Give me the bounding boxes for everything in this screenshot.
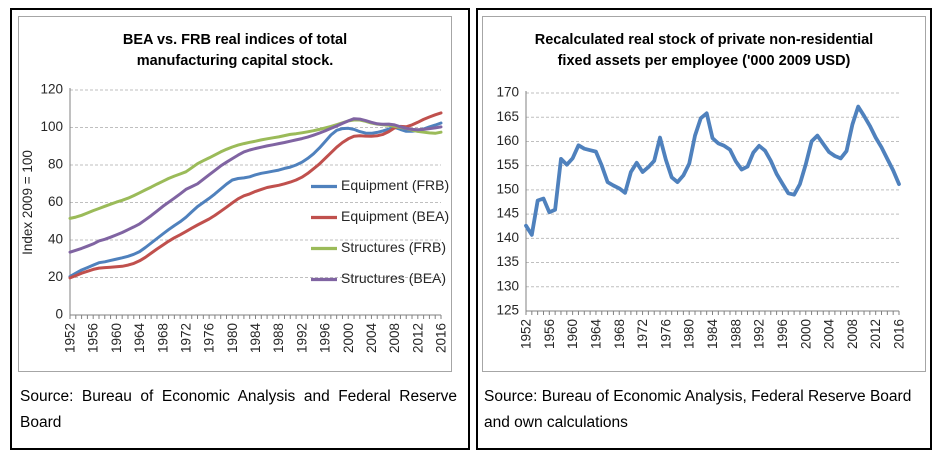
right-chart-title-line2: fixed assets per employee ('000 2009 USD… bbox=[557, 53, 851, 69]
series-lines bbox=[524, 104, 901, 237]
series-line-real-stock-of-fixed-assets-per-employee bbox=[524, 104, 901, 237]
left-source-line1: Source: Bureau of Economic Analysis and … bbox=[20, 388, 457, 405]
right-source-line1: Source: Bureau of Economic Analysis, Fed… bbox=[484, 388, 912, 405]
svg-text:1960: 1960 bbox=[109, 323, 124, 353]
svg-text:1988: 1988 bbox=[728, 319, 743, 349]
right-source-note: Source: Bureau of Economic Analysis, Fed… bbox=[484, 384, 928, 436]
svg-text:1960: 1960 bbox=[565, 319, 580, 349]
svg-text:0: 0 bbox=[55, 307, 63, 322]
svg-text:1972: 1972 bbox=[178, 323, 193, 353]
svg-text:60: 60 bbox=[48, 194, 63, 209]
axes bbox=[525, 91, 899, 312]
svg-text:1988: 1988 bbox=[271, 323, 286, 353]
svg-text:165: 165 bbox=[496, 109, 519, 124]
svg-text:1980: 1980 bbox=[225, 323, 240, 353]
gridlines bbox=[526, 92, 899, 288]
legend-label: Equipment (BEA) bbox=[341, 208, 449, 224]
svg-text:2012: 2012 bbox=[410, 323, 425, 353]
svg-text:1972: 1972 bbox=[635, 319, 650, 349]
svg-text:2016: 2016 bbox=[892, 319, 907, 349]
svg-text:150: 150 bbox=[496, 181, 519, 196]
svg-text:1952: 1952 bbox=[63, 323, 78, 353]
svg-text:170: 170 bbox=[496, 85, 519, 100]
svg-text:160: 160 bbox=[496, 133, 519, 148]
svg-text:1984: 1984 bbox=[705, 319, 720, 350]
x-axis-ticks bbox=[69, 315, 442, 319]
x-axis-labels: 1952 1956 1960 1964 1968 1972 1976 1980 1984 1988… bbox=[63, 323, 449, 354]
svg-text:120: 120 bbox=[40, 82, 63, 97]
svg-text:1964: 1964 bbox=[588, 319, 603, 350]
svg-text:1996: 1996 bbox=[318, 323, 333, 353]
right-chart: 125 130 135 140 145 150 155 160 165 170 1952 1956 19… bbox=[482, 16, 926, 372]
svg-text:1964: 1964 bbox=[132, 323, 147, 354]
svg-text:125: 125 bbox=[496, 303, 519, 318]
svg-text:100: 100 bbox=[40, 119, 63, 134]
y-axis-title: Index 2009 = 100 bbox=[20, 150, 35, 255]
right-chart-title-line1: Recalculated real stock of private non-r… bbox=[534, 32, 874, 48]
svg-text:140: 140 bbox=[496, 230, 519, 245]
svg-text:2012: 2012 bbox=[868, 319, 883, 349]
svg-text:1976: 1976 bbox=[202, 323, 217, 353]
y-axis-labels: 125 130 135 140 145 150 155 160 165 170 bbox=[496, 85, 519, 318]
svg-text:1992: 1992 bbox=[294, 323, 309, 353]
left-source-line2: Board bbox=[20, 414, 62, 431]
svg-text:1980: 1980 bbox=[682, 319, 697, 349]
svg-text:1992: 1992 bbox=[752, 319, 767, 349]
svg-text:145: 145 bbox=[496, 206, 519, 221]
svg-text:1956: 1956 bbox=[542, 319, 557, 349]
left-panel: 0 20 40 60 80 100 120 1952 1956 1960 1964 1968 1972 1… bbox=[10, 8, 470, 450]
left-chart-title-line2: manufacturing capital stock. bbox=[136, 53, 334, 69]
legend-label: Structures (BEA) bbox=[341, 270, 446, 286]
series-line-structures-bea- bbox=[68, 117, 443, 254]
svg-text:135: 135 bbox=[496, 254, 519, 269]
svg-text:2000: 2000 bbox=[341, 323, 356, 353]
x-axis-ticks bbox=[525, 311, 900, 315]
series-lines bbox=[68, 111, 443, 280]
svg-text:130: 130 bbox=[496, 278, 519, 293]
y-axis-labels: 0 20 40 60 80 100 120 bbox=[40, 82, 63, 322]
left-chart-title-line1: BEA vs. FRB real indices of total bbox=[122, 32, 348, 48]
svg-text:2004: 2004 bbox=[364, 323, 379, 354]
series-line-equipment-frb- bbox=[68, 121, 443, 279]
svg-text:1984: 1984 bbox=[248, 323, 263, 354]
svg-text:1968: 1968 bbox=[155, 323, 170, 353]
left-chart: 0 20 40 60 80 100 120 1952 1956 1960 1964 1968 1972 1… bbox=[18, 16, 452, 372]
svg-text:2004: 2004 bbox=[822, 319, 837, 350]
svg-text:2016: 2016 bbox=[434, 323, 449, 353]
svg-text:1952: 1952 bbox=[519, 319, 534, 349]
gridlines bbox=[70, 89, 441, 278]
svg-text:155: 155 bbox=[496, 157, 519, 172]
svg-text:40: 40 bbox=[48, 232, 63, 247]
right-panel: 125 130 135 140 145 150 155 160 165 170 1952 1956 19… bbox=[476, 8, 932, 450]
svg-text:1996: 1996 bbox=[775, 319, 790, 349]
legend-label: Structures (FRB) bbox=[341, 239, 446, 255]
svg-text:80: 80 bbox=[48, 157, 63, 172]
svg-text:1968: 1968 bbox=[612, 319, 627, 349]
legend: Equipment (FRB) Equipment (BEA) Structures… bbox=[311, 177, 449, 286]
right-chart-title: Recalculated real stock of private non-r… bbox=[483, 30, 925, 72]
svg-text:20: 20 bbox=[48, 269, 63, 284]
legend-label: Equipment (FRB) bbox=[341, 177, 449, 193]
svg-text:2008: 2008 bbox=[387, 323, 402, 353]
left-source-note: Source: Bureau of Economic Analysis and … bbox=[20, 384, 457, 436]
right-source-line2: and own calculations bbox=[484, 414, 628, 431]
left-chart-title: BEA vs. FRB real indices of total manufa… bbox=[19, 30, 451, 72]
svg-text:1956: 1956 bbox=[86, 323, 101, 353]
x-axis-labels: 1952 1956 1960 1964 1968 1972 1976 1980 1984 1988… bbox=[519, 319, 907, 350]
svg-text:2008: 2008 bbox=[845, 319, 860, 349]
series-line-equipment-bea- bbox=[68, 111, 443, 280]
svg-text:1976: 1976 bbox=[658, 319, 673, 349]
svg-text:2000: 2000 bbox=[798, 319, 813, 349]
